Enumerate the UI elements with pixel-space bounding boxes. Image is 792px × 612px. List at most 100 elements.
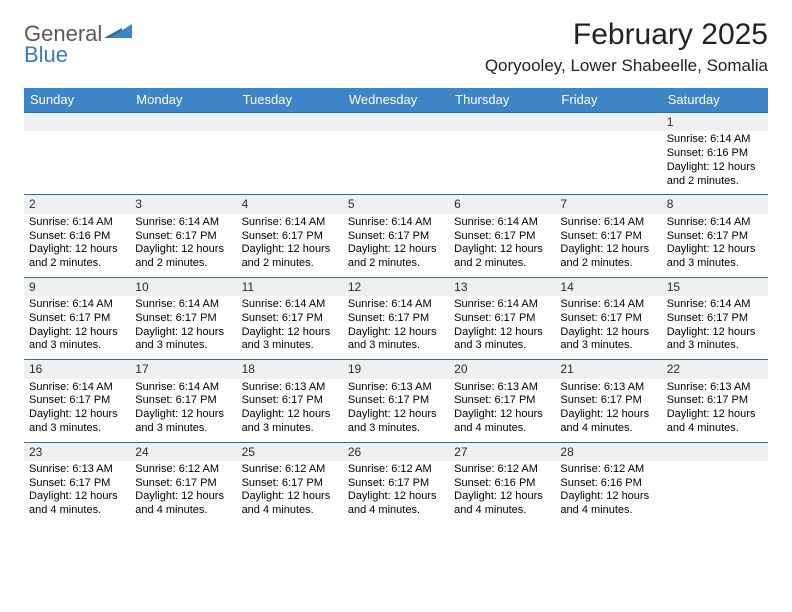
daylight-text: Daylight: 12 hours and 2 minutes.	[454, 243, 550, 271]
day-cell: 3 Sunrise: 6:14 AMSunset: 6:17 PMDaylight…	[130, 195, 236, 276]
day-cell	[343, 113, 449, 194]
day-details: Sunrise: 6:14 AMSunset: 6:17 PMDaylight:…	[29, 381, 125, 436]
day-cell: 21Sunrise: 6:13 AMSunset: 6:17 PMDayligh…	[555, 360, 661, 441]
week-row: 2Sunrise: 6:14 AMSunset: 6:16 PMDaylight…	[24, 194, 768, 276]
day-cell: 23 Sunrise: 6:13 AMSunset: 6:17 PMDayligh…	[24, 443, 130, 524]
weekday-header: Wednesday	[343, 88, 449, 112]
day-cell: 1Sunrise: 6:14 AMSunset: 6:16 PMDaylight…	[662, 113, 768, 194]
daylight-text: Daylight: 12 hours and 3 minutes.	[135, 408, 231, 436]
sunset-text: Sunset: 6:17 PM	[348, 394, 444, 408]
sunrise-text: Sunrise: 6:14 AM	[348, 298, 444, 312]
sunset-text: Sunset: 6:17 PM	[242, 312, 338, 326]
sunrise-text: Sunrise: 6:14 AM	[29, 381, 125, 395]
day-number: 12	[343, 278, 449, 296]
brand-logo: General Blue	[24, 24, 132, 66]
day-number	[555, 113, 661, 131]
sunset-text: Sunset: 6:17 PM	[667, 394, 763, 408]
daylight-text: Daylight: 12 hours and 4 minutes.	[29, 490, 125, 518]
day-details: Sunrise: 6:13 AMSunset: 6:17 PMDaylight:…	[560, 381, 656, 436]
sunrise-text: Sunrise: 6:13 AM	[454, 381, 550, 395]
day-number: 20	[449, 360, 555, 378]
day-number: 6	[449, 195, 555, 213]
location-subtitle: Qoryooley, Lower Shabeelle, Somalia	[485, 56, 768, 76]
brand-text: General Blue	[24, 24, 102, 66]
sunset-text: Sunset: 6:17 PM	[29, 312, 125, 326]
day-cell: 20 Sunrise: 6:13 AMSunset: 6:17 PMDayligh…	[449, 360, 555, 441]
sunset-text: Sunset: 6:17 PM	[135, 477, 231, 491]
day-cell	[555, 113, 661, 194]
day-details: Sunrise: 6:13 AMSunset: 6:17 PMDaylight:…	[29, 463, 125, 518]
day-number: 5	[343, 195, 449, 213]
daylight-text: Daylight: 12 hours and 2 minutes.	[560, 243, 656, 271]
sunset-text: Sunset: 6:16 PM	[667, 147, 763, 161]
day-details: Sunrise: 6:14 AMSunset: 6:16 PMDaylight:…	[667, 133, 763, 188]
month-title: February 2025	[485, 18, 768, 52]
sunrise-text: Sunrise: 6:14 AM	[667, 133, 763, 147]
day-number: 14	[555, 278, 661, 296]
day-details: Sunrise: 6:14 AMSunset: 6:17 PMDaylight:…	[242, 298, 338, 353]
day-number	[662, 443, 768, 461]
day-cell: 18Sunrise: 6:13 AMSunset: 6:17 PMDayligh…	[237, 360, 343, 441]
day-details: Sunrise: 6:14 AMSunset: 6:17 PMDaylight:…	[560, 216, 656, 271]
sunrise-text: Sunrise: 6:14 AM	[667, 298, 763, 312]
day-number: 11	[237, 278, 343, 296]
daylight-text: Daylight: 12 hours and 4 minutes.	[242, 490, 338, 518]
sunset-text: Sunset: 6:17 PM	[560, 230, 656, 244]
day-number: 19	[343, 360, 449, 378]
day-details: Sunrise: 6:14 AMSunset: 6:17 PMDaylight:…	[454, 216, 550, 271]
day-cell: 14 Sunrise: 6:14 AMSunset: 6:17 PMDayligh…	[555, 278, 661, 359]
day-cell: 7Sunrise: 6:14 AMSunset: 6:17 PMDaylight…	[555, 195, 661, 276]
day-cell: 28Sunrise: 6:12 AMSunset: 6:16 PMDayligh…	[555, 443, 661, 524]
daylight-text: Daylight: 12 hours and 4 minutes.	[348, 490, 444, 518]
day-cell: 5Sunrise: 6:14 AMSunset: 6:17 PMDaylight…	[343, 195, 449, 276]
day-number: 28	[555, 443, 661, 461]
daylight-text: Daylight: 12 hours and 3 minutes.	[667, 326, 763, 354]
sunrise-text: Sunrise: 6:14 AM	[348, 216, 444, 230]
day-number: 15	[662, 278, 768, 296]
day-cell	[24, 113, 130, 194]
daylight-text: Daylight: 12 hours and 4 minutes.	[454, 490, 550, 518]
day-cell	[237, 113, 343, 194]
daylight-text: Daylight: 12 hours and 3 minutes.	[242, 326, 338, 354]
sunset-text: Sunset: 6:17 PM	[135, 394, 231, 408]
day-details: Sunrise: 6:14 AMSunset: 6:17 PMDaylight:…	[560, 298, 656, 353]
sunrise-text: Sunrise: 6:12 AM	[242, 463, 338, 477]
sunrise-text: Sunrise: 6:14 AM	[242, 298, 338, 312]
daylight-text: Daylight: 12 hours and 2 minutes.	[29, 243, 125, 271]
day-number	[237, 113, 343, 131]
sunrise-text: Sunrise: 6:12 AM	[454, 463, 550, 477]
sunset-text: Sunset: 6:17 PM	[667, 312, 763, 326]
sunrise-text: Sunrise: 6:13 AM	[29, 463, 125, 477]
day-number: 22	[662, 360, 768, 378]
day-number: 3	[130, 195, 236, 213]
sunset-text: Sunset: 6:17 PM	[667, 230, 763, 244]
day-cell	[130, 113, 236, 194]
weekday-header: Sunday	[24, 88, 130, 112]
day-number: 27	[449, 443, 555, 461]
day-details: Sunrise: 6:12 AMSunset: 6:17 PMDaylight:…	[242, 463, 338, 518]
day-number: 13	[449, 278, 555, 296]
day-details: Sunrise: 6:14 AMSunset: 6:17 PMDaylight:…	[667, 298, 763, 353]
sunset-text: Sunset: 6:17 PM	[348, 312, 444, 326]
day-details: Sunrise: 6:13 AMSunset: 6:17 PMDaylight:…	[242, 381, 338, 436]
day-details: Sunrise: 6:14 AMSunset: 6:16 PMDaylight:…	[29, 216, 125, 271]
daylight-text: Daylight: 12 hours and 4 minutes.	[560, 408, 656, 436]
week-row: 1Sunrise: 6:14 AMSunset: 6:16 PMDaylight…	[24, 112, 768, 194]
day-number	[343, 113, 449, 131]
week-row: 16Sunrise: 6:14 AMSunset: 6:17 PMDayligh…	[24, 359, 768, 441]
day-details: Sunrise: 6:14 AMSunset: 6:17 PMDaylight:…	[135, 216, 231, 271]
day-number: 16	[24, 360, 130, 378]
sunset-text: Sunset: 6:17 PM	[242, 394, 338, 408]
day-number: 8	[662, 195, 768, 213]
sunset-text: Sunset: 6:17 PM	[454, 230, 550, 244]
day-details: Sunrise: 6:12 AMSunset: 6:16 PMDaylight:…	[454, 463, 550, 518]
day-details: Sunrise: 6:13 AMSunset: 6:17 PMDaylight:…	[454, 381, 550, 436]
day-details: Sunrise: 6:14 AMSunset: 6:17 PMDaylight:…	[242, 216, 338, 271]
day-number: 23	[24, 443, 130, 461]
sunset-text: Sunset: 6:16 PM	[560, 477, 656, 491]
sunset-text: Sunset: 6:16 PM	[29, 230, 125, 244]
sunset-text: Sunset: 6:17 PM	[135, 230, 231, 244]
sunrise-text: Sunrise: 6:14 AM	[29, 298, 125, 312]
sunrise-text: Sunrise: 6:14 AM	[135, 216, 231, 230]
sunset-text: Sunset: 6:17 PM	[560, 394, 656, 408]
